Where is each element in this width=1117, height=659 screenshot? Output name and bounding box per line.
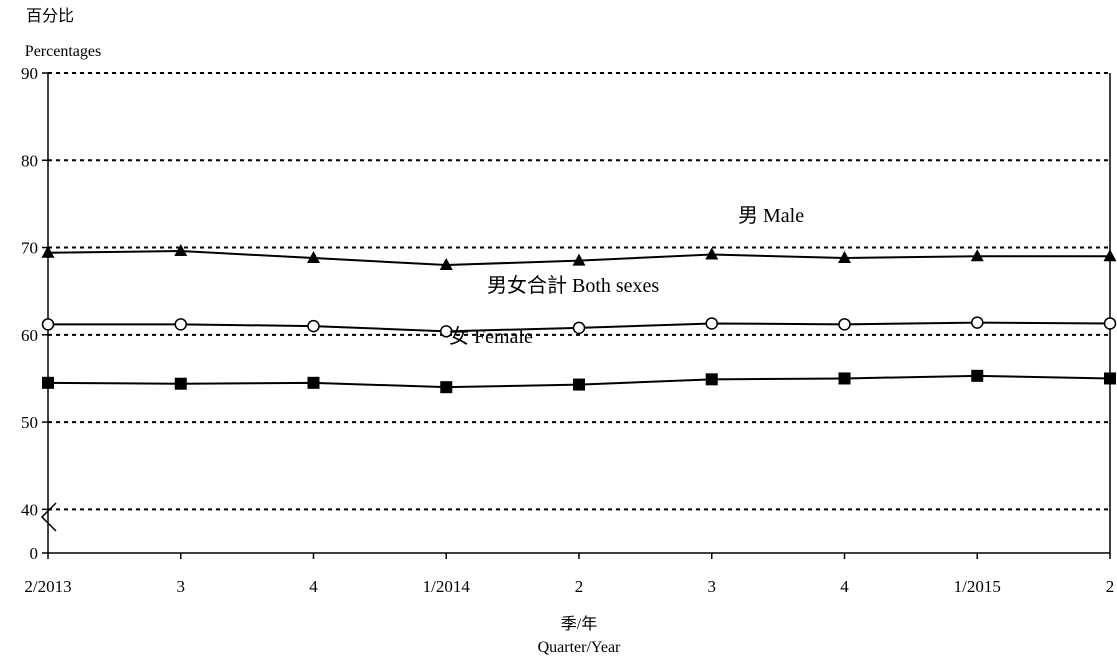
x-tick-label-6: 4	[840, 577, 849, 596]
y-axis-title-en: Percentages	[25, 43, 101, 60]
y-tick-label-50: 50	[21, 413, 38, 432]
y-tick-label-40: 40	[21, 500, 38, 519]
x-tick-label-2: 4	[309, 577, 318, 596]
series-2-point-8	[1104, 372, 1116, 384]
x-tick-label-3: 1/2014	[423, 577, 471, 596]
series-1-point-1	[175, 319, 186, 330]
axes	[42, 73, 1110, 559]
series-1-point-5	[706, 318, 717, 329]
x-tick-label-4: 2	[575, 577, 584, 596]
series-0-point-7	[971, 249, 984, 261]
x-tick-label-7: 1/2015	[954, 577, 1001, 596]
series-1-point-7	[972, 317, 983, 328]
series-2-point-7	[971, 370, 983, 382]
x-axis-title-zh: 季/年	[561, 615, 597, 633]
series-1-point-4	[574, 322, 585, 333]
series-2-point-6	[839, 372, 851, 384]
series-0-point-1	[174, 244, 187, 256]
series-1-point-2	[308, 321, 319, 332]
series-label-female: 女 Female	[449, 325, 533, 348]
series-1-point-0	[43, 319, 54, 330]
x-tick-label-5: 3	[708, 577, 717, 596]
x-tick-label-1: 3	[177, 577, 186, 596]
series-2-point-2	[308, 377, 320, 389]
x-tick-label-0: 2/2013	[24, 577, 71, 596]
y-tick-label-0: 0	[30, 544, 39, 563]
y-tick-label-60: 60	[21, 326, 38, 345]
series-1-point-8	[1105, 318, 1116, 329]
series-2-point-1	[175, 378, 187, 390]
series-0-point-5	[705, 248, 718, 260]
y-tick-label-80: 80	[21, 151, 38, 170]
y-tick-label-90: 90	[21, 64, 38, 83]
series-0-point-8	[1104, 249, 1117, 261]
series-2-point-0	[42, 377, 54, 389]
series-2-point-5	[706, 373, 718, 385]
series-1-point-6	[839, 319, 850, 330]
series-group	[42, 244, 1117, 393]
axis-break-icon	[42, 503, 56, 531]
series-2-point-4	[573, 379, 585, 391]
series-2-point-3	[440, 381, 452, 393]
series-label-male: 男 Male	[738, 205, 804, 227]
y-tick-label-70: 70	[21, 239, 38, 258]
x-axis-title-en: Quarter/Year	[538, 639, 621, 656]
y-axis-title-zh: 百分比	[26, 7, 74, 25]
tick-labels: 0 40 50 60 70 80 90 2/2013 3 4 1/2014 2 3 4 1/2015 2	[21, 64, 1114, 596]
x-tick-label-8: 2	[1106, 577, 1115, 596]
series-label-both-sexes: 男女合計 Both sexes	[487, 274, 659, 297]
